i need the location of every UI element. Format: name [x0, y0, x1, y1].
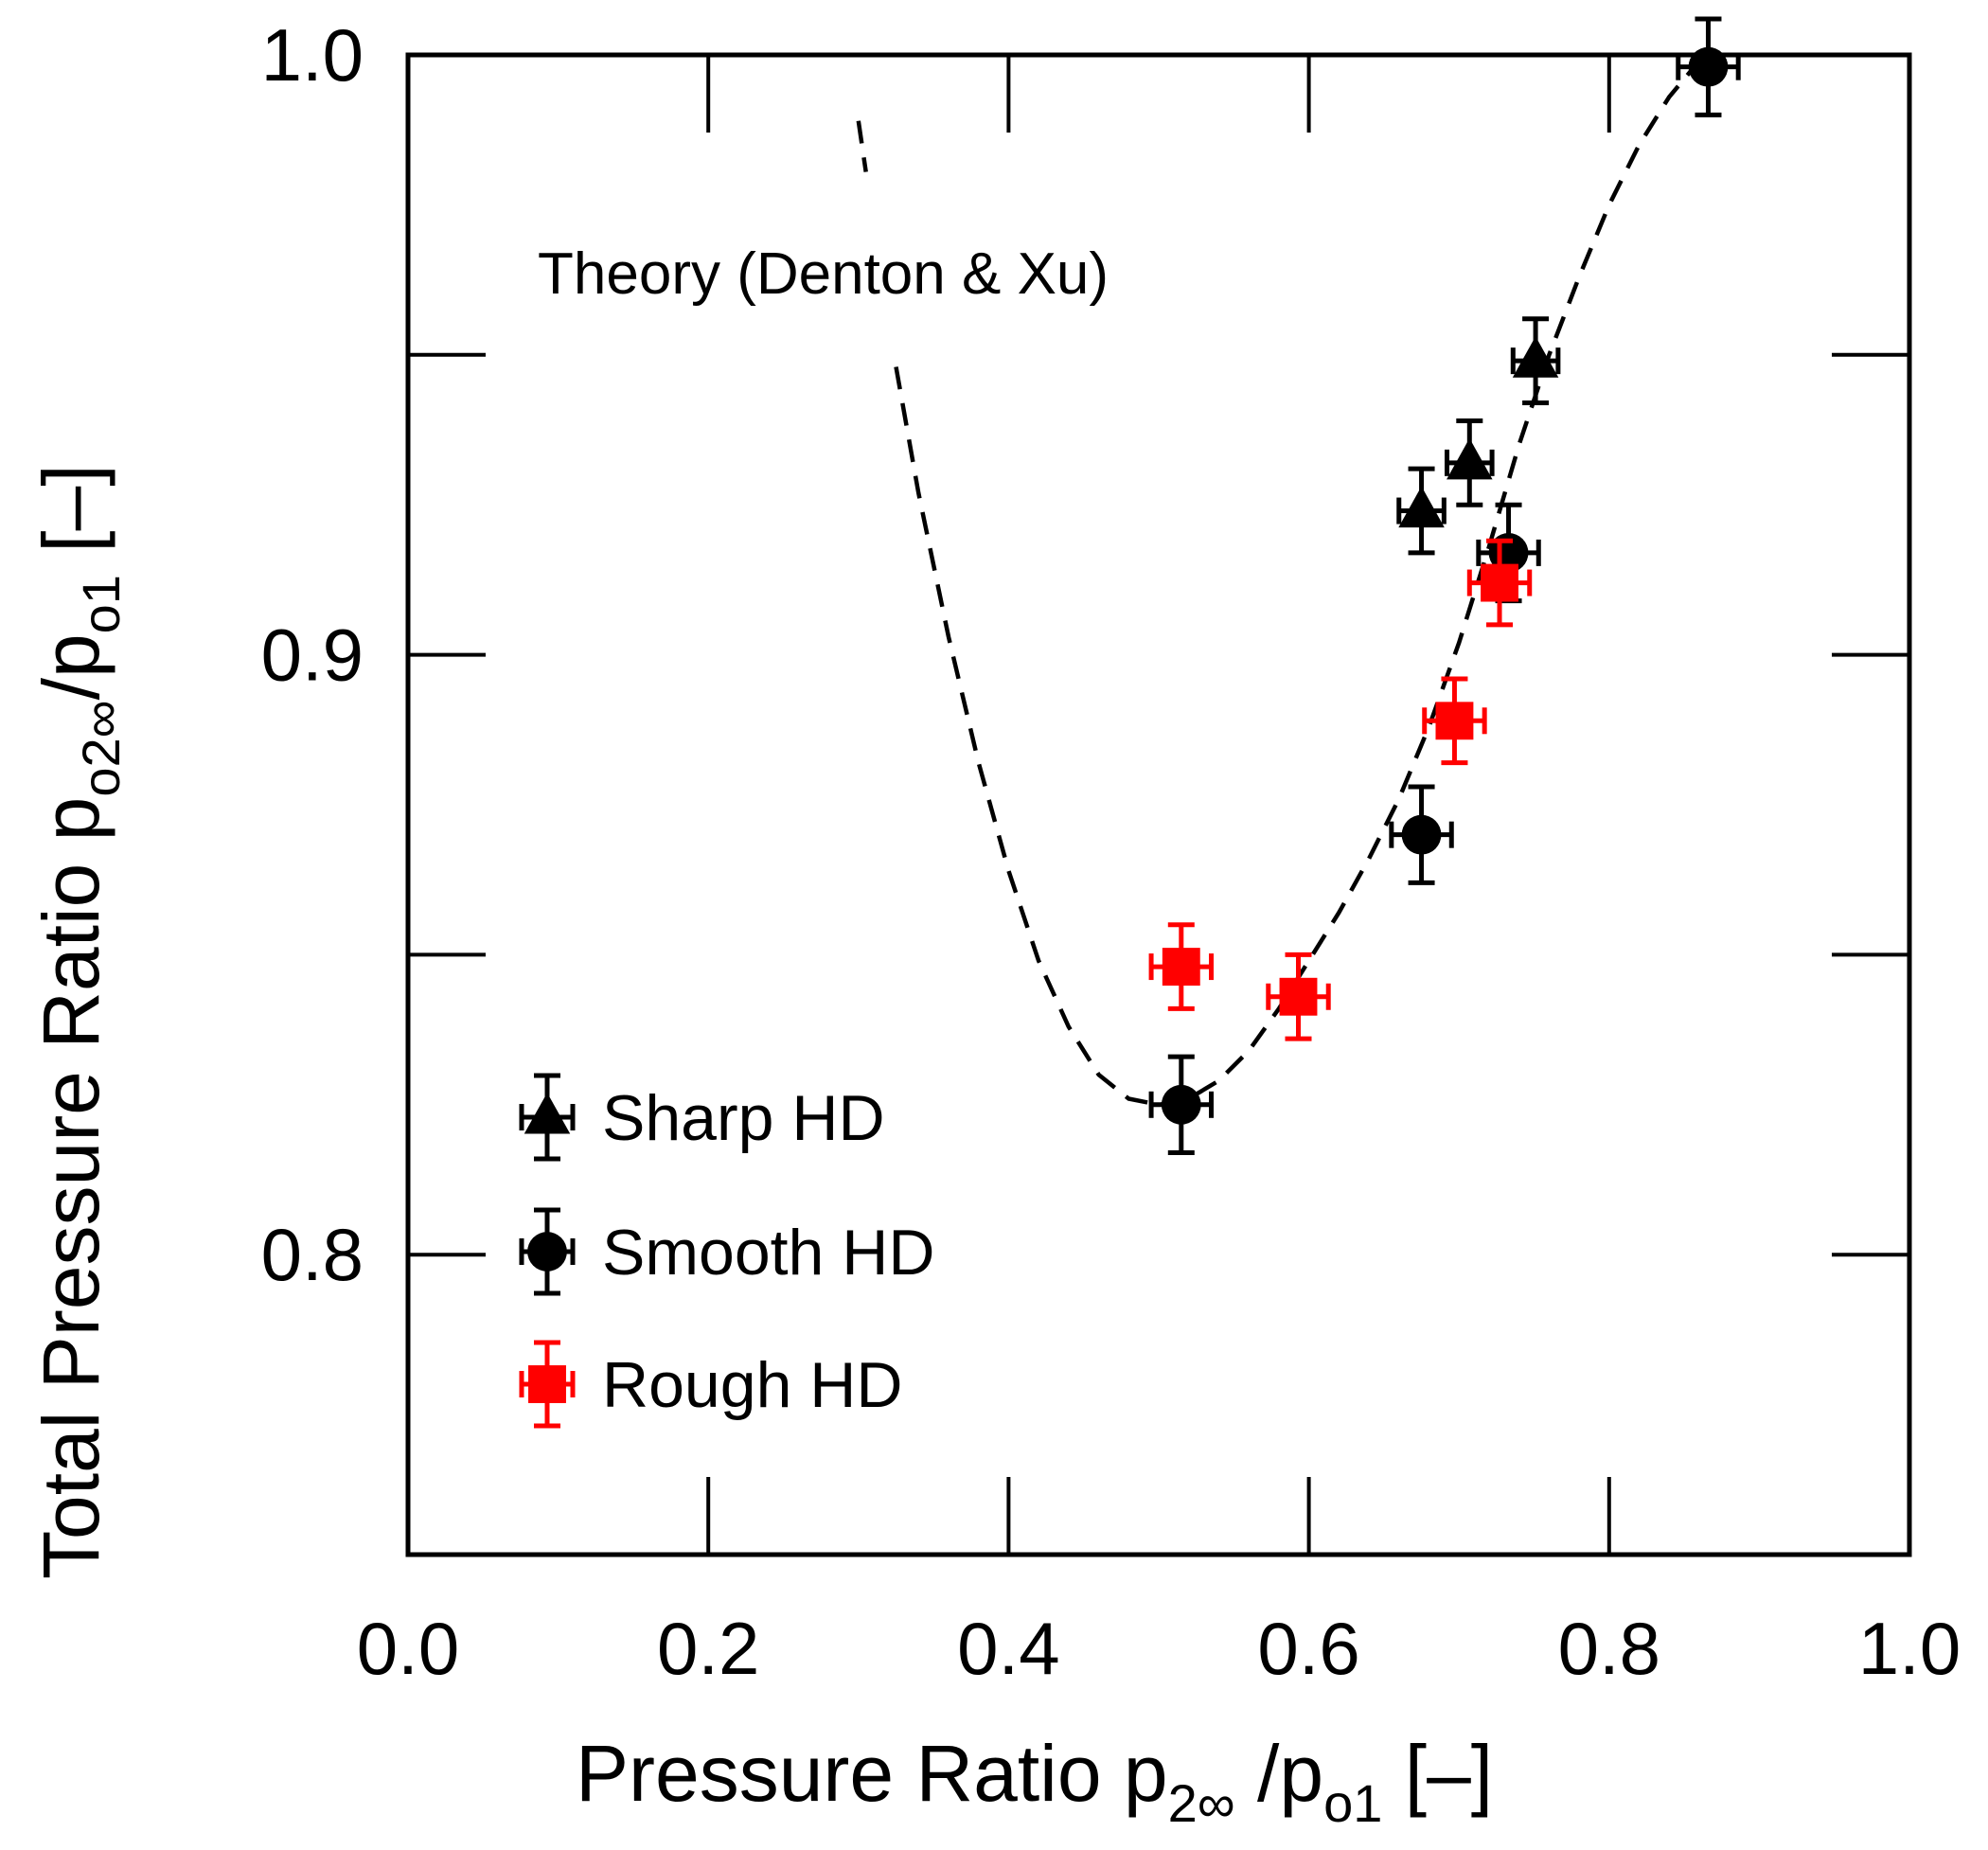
- legend-item: Rough HD: [519, 1340, 903, 1429]
- x-tick-label: 0.8: [1558, 1607, 1660, 1690]
- theory-curve: [856, 120, 868, 172]
- data-point-triangle: [1398, 486, 1445, 528]
- legend-label: Rough HD: [602, 1349, 903, 1421]
- x-tick-label: 0.0: [357, 1607, 459, 1690]
- series-sharp-hd: [1396, 316, 1561, 556]
- data-point-square: [528, 1365, 566, 1403]
- x-axis-title-mid: /p: [1235, 1729, 1323, 1818]
- y-axis-title: Total Pressure Ratio po2∞/po1 [–]: [27, 464, 131, 1579]
- legend-item: Sharp HD: [519, 1073, 885, 1162]
- series-smooth-hd: [1148, 16, 1741, 1155]
- x-tick-label: 0.4: [957, 1607, 1059, 1690]
- plot-frame: [405, 52, 1912, 1557]
- x-axis-title-sub2: o1: [1323, 1773, 1382, 1833]
- series-layer: [1148, 16, 1741, 1155]
- series-rough-hd: [1148, 538, 1533, 1041]
- x-axis-title-main: Pressure Ratio p: [576, 1729, 1168, 1818]
- y-tick-label: 0.9: [261, 614, 364, 697]
- data-point-triangle: [524, 1093, 571, 1134]
- x-tick-label: 0.2: [657, 1607, 759, 1690]
- data-point-circle: [1401, 814, 1442, 855]
- y-axis-title-main: Total Pressure Ratio p: [27, 797, 115, 1579]
- data-point-square: [1481, 563, 1518, 602]
- data-point-circle: [1688, 46, 1729, 87]
- y-tick-label: 0.8: [261, 1213, 364, 1296]
- x-axis-title: Pressure Ratio p2∞ /po1 [–]: [576, 1729, 1493, 1833]
- legend-label: Sharp HD: [602, 1082, 885, 1154]
- y-axis-title-end: [–]: [27, 464, 115, 575]
- legend-label: Smooth HD: [602, 1217, 934, 1289]
- x-tick-label: 0.6: [1257, 1607, 1359, 1690]
- theory-label: Theory (Denton & Xu): [538, 241, 1109, 307]
- y-axis-title-sub1: o2∞: [71, 700, 131, 796]
- y-tick-label: 1.0: [261, 13, 364, 97]
- data-point-circle: [1161, 1084, 1201, 1125]
- x-tick-label: 1.0: [1858, 1607, 1961, 1690]
- tick-labels: 0.0 0.2 0.4 0.6 0.8 1.0 0.8 0.9 1.0: [261, 13, 1961, 1690]
- y-axis-title-sub2: o1: [71, 575, 131, 633]
- data-point-triangle: [1447, 437, 1493, 480]
- y-axis-title-mid: /p: [27, 633, 115, 700]
- theory-curve: [894, 59, 1701, 1108]
- data-point-square: [1279, 977, 1318, 1016]
- data-point-circle: [527, 1232, 567, 1272]
- x-axis-title-end: [–]: [1382, 1729, 1493, 1818]
- data-point-triangle: [1512, 336, 1559, 378]
- x-axis-title-sub1: 2∞: [1168, 1773, 1235, 1833]
- theory-layer: [856, 59, 1701, 1108]
- legend-item: Smooth HD: [519, 1207, 934, 1296]
- data-point-square: [1435, 702, 1474, 740]
- axis-ticks: [408, 55, 1909, 1555]
- data-point-square: [1162, 948, 1200, 987]
- legend: Sharp HD Smooth HD Rough HD: [519, 1073, 934, 1429]
